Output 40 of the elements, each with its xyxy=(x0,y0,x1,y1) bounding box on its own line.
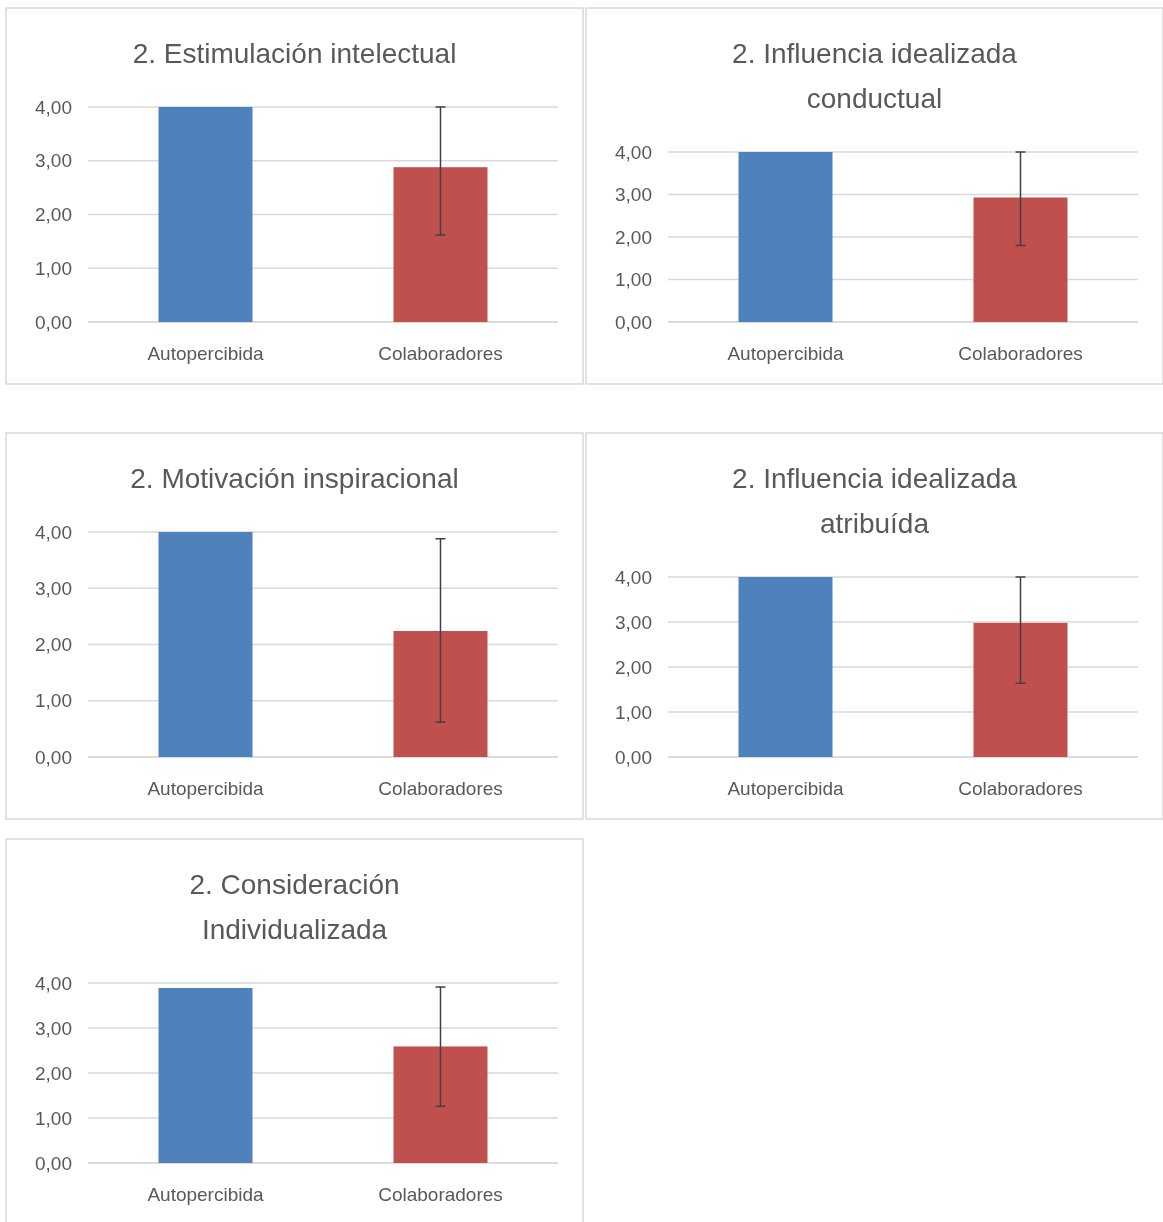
x-tick-label: Colaboradores xyxy=(378,778,503,799)
y-tick-label: 4,00 xyxy=(615,566,652,588)
x-tick-label: Colaboradores xyxy=(958,778,1083,799)
y-tick-label: 1,00 xyxy=(615,701,652,723)
y-tick-label: 3,00 xyxy=(615,611,652,633)
chart-title: 2. Influencia idealizada atribuída xyxy=(732,463,1018,539)
y-tick-label: 2,00 xyxy=(615,226,652,248)
chart-title: 2. Consideración Individualizada xyxy=(189,869,400,945)
y-tick-label: 1,00 xyxy=(615,269,652,291)
y-tick-label: 2,00 xyxy=(615,656,652,678)
x-tick-label: Colaboradores xyxy=(378,343,503,364)
chart-title: 2. Estimulación intelectual xyxy=(132,38,457,69)
y-tick-label: 1,00 xyxy=(35,1107,72,1129)
x-tick-label: Autopercibida xyxy=(727,778,845,799)
y-tick-label: 1,00 xyxy=(35,257,72,279)
y-tick-label: 4,00 xyxy=(35,96,72,118)
y-tick-label: 0,00 xyxy=(615,746,652,768)
y-tick-label: 0,00 xyxy=(615,311,652,333)
y-tick-label: 4,00 xyxy=(35,972,72,994)
x-tick-label: Autopercibida xyxy=(147,1184,265,1205)
x-tick-label: Colaboradores xyxy=(958,343,1083,364)
chart-title: 2. Influencia idealizada conductual xyxy=(732,38,1018,114)
y-tick-label: 0,00 xyxy=(35,311,72,333)
x-tick-label: Autopercibida xyxy=(147,343,265,364)
y-tick-label: 2,00 xyxy=(35,204,72,226)
y-tick-label: 3,00 xyxy=(615,184,652,206)
y-tick-label: 3,00 xyxy=(35,577,72,599)
y-tick-label: 4,00 xyxy=(615,141,652,163)
x-tick-label: Autopercibida xyxy=(147,778,265,799)
y-tick-label: 2,00 xyxy=(35,1062,72,1084)
y-tick-label: 4,00 xyxy=(35,521,72,543)
y-tick-label: 3,00 xyxy=(35,1017,72,1039)
y-tick-label: 2,00 xyxy=(35,634,72,656)
y-tick-label: 0,00 xyxy=(35,1152,72,1174)
y-tick-label: 0,00 xyxy=(35,746,72,768)
chart-title: 2. Motivación inspiracional xyxy=(130,463,459,494)
x-tick-label: Autopercibida xyxy=(727,343,845,364)
x-tick-label: Colaboradores xyxy=(378,1184,503,1205)
y-tick-label: 3,00 xyxy=(35,150,72,172)
y-tick-label: 1,00 xyxy=(35,690,72,712)
